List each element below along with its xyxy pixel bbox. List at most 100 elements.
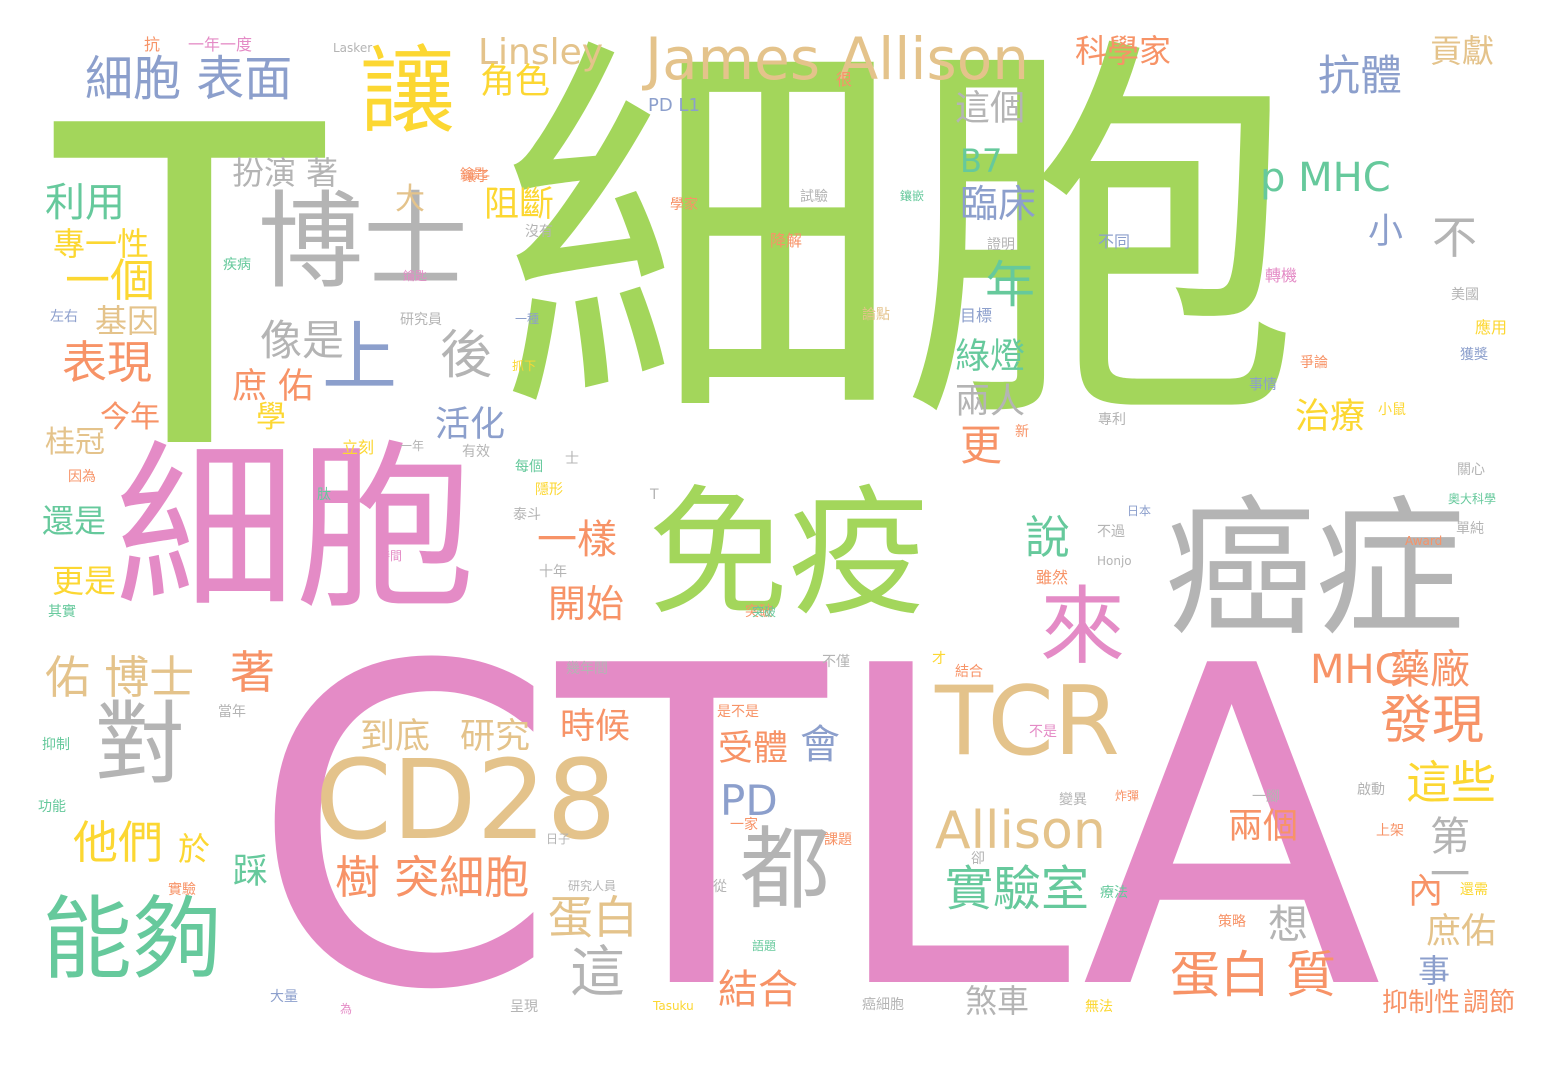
cloud-word: 學家 <box>670 197 698 213</box>
cloud-word: 隱形 <box>535 482 563 498</box>
cloud-word: 研究人員 <box>568 879 617 893</box>
cloud-word: 於 <box>178 830 211 868</box>
cloud-word: 科學家 <box>1075 32 1172 70</box>
cloud-word: 一種 <box>515 312 540 326</box>
cloud-word: 因為 <box>68 469 96 485</box>
cloud-word: 今年 <box>100 400 160 435</box>
cloud-word: 結合 <box>955 664 983 680</box>
cloud-word: 藥廠 <box>1390 647 1470 693</box>
cloud-word: Linsley <box>478 32 604 73</box>
cloud-word: 貢獻 <box>1430 32 1495 70</box>
cloud-word: 為 <box>340 1002 353 1016</box>
cloud-word: 炸彈 <box>1115 789 1140 803</box>
cloud-word: 呈現 <box>510 999 538 1015</box>
cloud-word: 免疫 <box>648 473 929 636</box>
cloud-word: CD28 <box>315 736 617 864</box>
cloud-word: 事 <box>1418 952 1451 990</box>
cloud-word: 佑 博士 <box>45 651 195 704</box>
cloud-word: 想 <box>1268 902 1308 948</box>
cloud-word: 都 <box>740 817 830 922</box>
cloud-word: 肽 <box>317 487 331 503</box>
cloud-word: 一樣 <box>537 517 617 563</box>
cloud-word: 蛋白 <box>548 891 639 944</box>
cloud-word: 試驗 <box>800 189 828 205</box>
cloud-word: 這個 <box>955 89 1026 129</box>
cloud-word: 結合 <box>718 967 798 1013</box>
cloud-word: 沒有 <box>525 224 553 240</box>
cloud-word: 立刻 <box>342 438 375 457</box>
cloud-word: 角色 <box>480 62 551 102</box>
cloud-word: 抓下 <box>512 359 537 373</box>
cloud-word: 開始 <box>548 582 625 626</box>
cloud-word: 來 <box>1040 578 1126 677</box>
cloud-word: 語題 <box>752 939 777 953</box>
cloud-word: 研究員 <box>400 312 442 328</box>
cloud-word: 能夠 <box>42 887 222 992</box>
cloud-word: 抑制性 <box>1382 988 1461 1018</box>
cloud-word: 活化 <box>435 405 506 445</box>
cloud-word: 不 <box>1432 211 1478 264</box>
cloud-word: 新 <box>1015 424 1029 440</box>
cloud-word: 大 <box>395 182 425 217</box>
cloud-word: 策略 <box>1218 914 1246 930</box>
cloud-word: 疾病 <box>223 257 251 273</box>
cloud-word: 士 <box>565 451 579 467</box>
cloud-word: 應用 <box>1475 318 1508 337</box>
cloud-word: 目標 <box>960 306 993 325</box>
cloud-word: 一家 <box>730 817 758 833</box>
word-cloud: 細胞 CTLA T 細胞 癌症 免疫 CD28 博士 TCR 讓能夠對都來 James Alliso… <box>38 25 1515 1050</box>
cloud-word: James Allison <box>645 25 1029 93</box>
cloud-word: 突破 <box>752 605 777 619</box>
cloud-word: 小 <box>1368 212 1404 252</box>
cloud-word: 時候 <box>560 707 631 747</box>
cloud-word: 鑲嵌 <box>900 189 925 203</box>
cloud-word: 幾年間 <box>566 661 608 677</box>
cloud-word: 奧大科學 <box>1448 492 1497 506</box>
cloud-word: 學 <box>256 400 286 435</box>
cloud-word: 更是 <box>52 562 117 600</box>
cloud-word: 樹 突細胞 <box>335 851 530 904</box>
cloud-word: MHC <box>1310 647 1403 693</box>
cloud-word: 內 <box>1408 872 1444 912</box>
cloud-word: 課題 <box>824 832 852 848</box>
cloud-word: 一年 <box>400 439 425 453</box>
cloud-word: PD <box>720 776 778 825</box>
cloud-word: 細胞 <box>115 425 476 634</box>
cloud-word: 一腳 <box>1252 789 1280 805</box>
cloud-word: 兩個 <box>1228 807 1299 847</box>
cloud-word: p MHC <box>1260 155 1391 201</box>
cloud-word: 抗 <box>144 35 161 54</box>
cloud-word: 會 <box>800 722 840 768</box>
cloud-word: 治療 <box>1295 397 1366 437</box>
cloud-word: 實驗 <box>168 882 196 898</box>
cloud-word: Honjo <box>1097 554 1132 568</box>
cloud-word: 扮演 著 <box>232 154 339 192</box>
cloud-word: 不同 <box>1098 232 1131 251</box>
cloud-word: 年 <box>985 256 1035 314</box>
cloud-word: 他們 <box>73 816 164 869</box>
cloud-word: 每個 <box>515 459 543 475</box>
cloud-word: 鑲子 <box>462 169 490 185</box>
cloud-word: 日本 <box>1127 504 1152 518</box>
cloud-word: 受體 <box>718 729 789 769</box>
cloud-word: 泰斗 <box>513 507 541 523</box>
cloud-word: 從 <box>713 879 727 895</box>
cloud-word: 這些 <box>1406 756 1497 809</box>
cloud-word: 桂冠 <box>45 425 105 460</box>
cloud-word: 抑制 <box>42 737 70 753</box>
cloud-word: 基因 <box>95 302 160 340</box>
cloud-word: 鑰匙 <box>460 167 488 183</box>
cloud-word: 很 <box>836 70 853 89</box>
cloud-word: 才 <box>932 651 946 667</box>
cloud-word: 不是 <box>1029 724 1057 740</box>
cloud-word: 表現 <box>62 336 153 389</box>
cloud-word: 獲獎 <box>1460 347 1488 363</box>
cloud-word: 煞車 <box>965 982 1030 1020</box>
cloud-word: 細胞 表面 <box>85 51 293 107</box>
cloud-word: 著 <box>230 646 276 699</box>
cloud-word: TCR <box>935 667 1120 777</box>
cloud-word: 綠燈 <box>955 337 1026 377</box>
cloud-word: 癌細胞 <box>862 997 904 1013</box>
cloud-word: 臨床 <box>960 182 1037 226</box>
cloud-word: 日子 <box>546 832 571 846</box>
